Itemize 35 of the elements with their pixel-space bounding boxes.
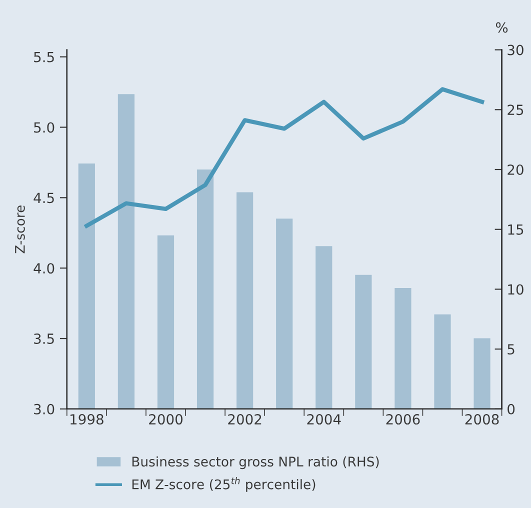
bar (316, 246, 332, 409)
y-tick-label: 3.0 (34, 404, 54, 414)
y2-tick-label: 10 (508, 284, 524, 295)
y2-tick-label: 5 (508, 344, 514, 355)
bar (157, 235, 174, 409)
y2-tick-label: 30 (508, 44, 524, 56)
y-axis-title: Z-score (15, 206, 25, 254)
bar (196, 170, 214, 409)
y-tick-label: 3.5 (34, 333, 54, 344)
y-tick-label: 4.0 (34, 263, 54, 274)
x-tick-label: 1998 (70, 414, 104, 425)
line-series (84, 87, 484, 228)
bar (236, 192, 254, 409)
legend-label: Business sector gross NPL ratio (RHS) (132, 456, 379, 470)
y-tick-label: 5.0 (34, 122, 54, 133)
y2-axis-title: % (496, 22, 508, 33)
x-tick-label: 2002 (228, 414, 262, 425)
bar (118, 94, 135, 409)
x-tick-label: 2004 (307, 414, 341, 425)
legend-label: EM Z-score (25$^{th}$ percentile) (132, 477, 316, 492)
y2-tick-label: 0 (508, 404, 515, 414)
bar (276, 218, 293, 409)
y2-tick-label: 20 (508, 164, 524, 175)
x-tick-label: 2006 (386, 414, 420, 425)
bar (78, 164, 95, 409)
y-tick-label: 4.5 (34, 192, 54, 204)
bar (355, 274, 372, 409)
bar (434, 314, 451, 409)
y2-tick-label: 15 (508, 224, 524, 235)
bar (474, 338, 490, 409)
x-tick-label: 2000 (149, 414, 182, 425)
x-tick-label: 2008 (465, 414, 499, 425)
bar (394, 288, 412, 409)
y-tick-label: 5.5 (34, 52, 54, 62)
y2-tick-label: 25 (508, 104, 524, 116)
